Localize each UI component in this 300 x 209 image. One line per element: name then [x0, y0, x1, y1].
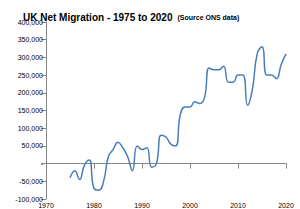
svg-text:(Source ONS data): (Source ONS data) — [177, 14, 239, 22]
svg-text:-50,000: -50,000 — [19, 178, 43, 185]
svg-text:1970: 1970 — [38, 202, 54, 209]
svg-text:250,000: 250,000 — [18, 72, 43, 79]
svg-text:100,000: 100,000 — [18, 125, 43, 132]
svg-text:1990: 1990 — [134, 202, 150, 209]
svg-text:300,000: 300,000 — [18, 54, 43, 61]
svg-text:-: - — [41, 160, 44, 167]
svg-text:1980: 1980 — [86, 202, 102, 209]
svg-text:-100,000: -100,000 — [15, 195, 43, 203]
svg-text:150,000: 150,000 — [18, 107, 43, 114]
svg-text:200,000: 200,000 — [18, 89, 43, 96]
svg-text:50,000: 50,000 — [22, 142, 44, 149]
svg-text:2010: 2010 — [230, 202, 246, 209]
svg-text:2000: 2000 — [182, 202, 198, 209]
svg-text:350,000: 350,000 — [18, 36, 43, 43]
svg-text:2020: 2020 — [278, 202, 294, 209]
svg-text:UK Net Migration - 1975 to 202: UK Net Migration - 1975 to 2020 — [23, 12, 173, 23]
